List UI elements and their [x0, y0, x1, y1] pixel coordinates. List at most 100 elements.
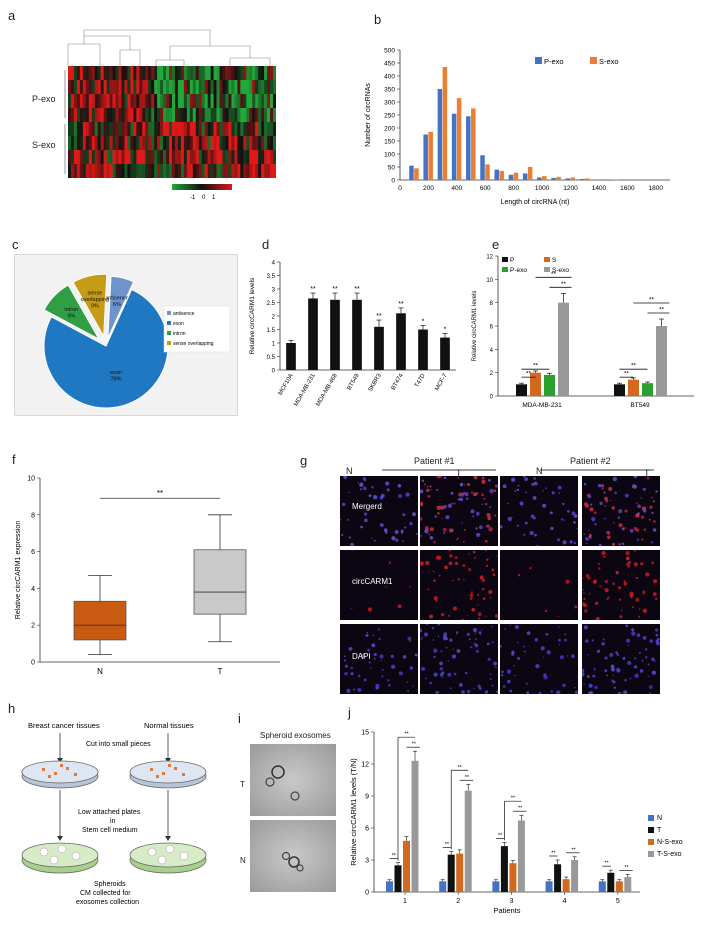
chart-j-sig-0-0: ** — [392, 853, 397, 859]
chart-d-ytick-8: 4 — [272, 261, 276, 267]
chart-e-ytick-4: 8 — [490, 301, 494, 307]
chart-j-bar-T-4 — [607, 872, 615, 892]
patient-2-label: Patient #2 — [570, 456, 611, 466]
chart-b-ytick-9: 450 — [384, 61, 395, 68]
chart-f-xtick-1: T — [218, 667, 223, 676]
chart-j-xtick-3: 4 — [563, 898, 567, 905]
chart-b-bar-P-exo-9 — [537, 177, 542, 180]
chart-d-sig-2: ** — [332, 286, 338, 293]
chart-b-ytick-5: 250 — [384, 113, 395, 120]
chart-d-ytick-1: 0.5 — [267, 355, 276, 361]
col-label-t2: T — [644, 468, 650, 478]
chart-b-xtick-8: 1600 — [620, 185, 635, 192]
pie-label-0-0: antisence — [105, 296, 129, 302]
chart-j-ytick-1: 3 — [365, 858, 369, 865]
chart-e-legend-0: P — [510, 257, 514, 264]
chart-j-ytick-0: 0 — [365, 890, 369, 897]
chart-e-xtick-1: BT549 — [630, 402, 650, 409]
panel-label-c: c — [12, 237, 19, 252]
chart-d-sig-6: * — [422, 318, 425, 325]
em-image-t — [250, 744, 336, 816]
chart-b-bar-P-exo-2 — [437, 89, 443, 180]
chart-e-legend-swatch-0 — [502, 257, 508, 262]
chart-j-bar-T-0 — [394, 865, 402, 892]
pie-slice-antisence — [107, 275, 135, 339]
chart-b-bar-P-exo-12 — [579, 178, 585, 180]
chart-e-xtick-0: MDA-MB-231 — [522, 402, 562, 409]
micrograph-r0-c2 — [500, 476, 578, 546]
chart-j-sig-3-1: ** — [571, 847, 576, 853]
chart-b-bar-S-exo-10 — [556, 176, 561, 180]
chart-j-bar-T-S-exo-1 — [464, 790, 472, 892]
chart-e-sig-0-0: ** — [526, 371, 532, 378]
chart-e-ytick-1: 2 — [490, 371, 494, 377]
schematic-right-title: Normal tissues — [144, 721, 194, 730]
chart-d-ytick-0: 0 — [272, 369, 276, 375]
pie-legend: antisence exon intron sense overlapping — [163, 305, 231, 353]
chart-f: 0 2 4 6 8 10 N T ** Relative circCARM1 expression — [15, 476, 280, 676]
micrograph-r0-c0 — [340, 476, 418, 546]
chart-f-xtick-0: N — [97, 667, 103, 676]
micro-row-label-0: Mergerd — [352, 502, 382, 511]
em-image-n — [250, 820, 336, 892]
chart-b-ytick-1: 50 — [388, 165, 396, 172]
chart-b-bar-S-exo-1 — [428, 131, 433, 180]
chart-e-bar-P-0 — [516, 384, 527, 396]
chart-b-bar-P-exo-0 — [409, 165, 414, 180]
patient-underlines — [382, 469, 654, 471]
chart-j-bar-N-S-exo-2 — [509, 863, 517, 892]
chart-f-ylabel: Relative circCARM1 expression — [15, 521, 22, 620]
pie-legend-1: exon — [173, 321, 184, 327]
patient-1-label: Patient #1 — [414, 456, 455, 466]
chart-b-bar-S-exo-9 — [542, 176, 547, 180]
chart-j-sig-2-0: ** — [498, 833, 503, 839]
chart-b-ytick-2: 100 — [384, 152, 395, 159]
chart-j-bar-T-S-exo-4 — [624, 877, 632, 892]
chart-b-bar-S-exo-6 — [499, 170, 504, 180]
chart-e-ytick-2: 4 — [490, 348, 494, 354]
chart-j-xtick-0: 1 — [403, 898, 407, 905]
chart-j-sig-1-1: ** — [465, 775, 470, 781]
chart-j-bar-T-1 — [447, 854, 455, 892]
chart-b-ytick-0: 0 — [391, 178, 395, 185]
chart-b: 0 50 100 150 200 250 300 350 400 450 500 0 200 400 600… — [365, 48, 670, 206]
schematic-step3-b: CM collected for — [80, 890, 131, 897]
dish-left-top — [21, 760, 99, 789]
chart-b-bar-P-exo-4 — [466, 116, 471, 180]
chart-b-bar-S-exo-12 — [584, 178, 590, 180]
chart-d-bar-2 — [330, 299, 340, 370]
panel-label-b: b — [374, 12, 382, 27]
chart-e-bar-P-exo-0 — [544, 375, 555, 396]
pie-legend-swatch-3 — [167, 341, 171, 345]
chart-b-bar-P-exo-8 — [522, 173, 528, 180]
chart-e-bar-P-exo-1 — [642, 383, 653, 396]
chart-b-bar-P-exo-11 — [565, 178, 571, 180]
schematic-step3-a: Spheroids — [94, 881, 126, 888]
micrograph-r1-c1 — [420, 550, 498, 620]
colorbar-tick-mid: 0 — [202, 195, 206, 201]
chart-d-xtick-5: BT474 — [391, 372, 405, 391]
pie-legend-swatch-1 — [167, 321, 171, 325]
chart-e-legend-swatch-2 — [502, 267, 508, 272]
pie-legend-0: antisence — [173, 311, 195, 317]
chart-j-bar-N-S-exo-0 — [403, 840, 410, 892]
schematic-step2-a: Low attached plates — [78, 809, 141, 816]
chart-b-xtick-6: 1200 — [563, 185, 578, 192]
chart-e-legend-1: S — [552, 257, 557, 264]
schematic-step3-c: exosomes collection — [76, 899, 139, 906]
chart-j-bar-T-S-exo-0 — [411, 760, 419, 892]
pie-legend-2: intron — [173, 331, 186, 337]
chart-d-ylabel: Relative circCARM1 levels — [249, 277, 256, 354]
dish-right-top — [129, 760, 207, 789]
chart-d-bar-1 — [308, 298, 318, 370]
chart-b-bar-S-exo-14 — [613, 179, 618, 180]
micrograph-r1-c0 — [340, 550, 418, 620]
micro-row-label-1: circCARM1 — [352, 577, 393, 586]
em-label-n: N — [240, 856, 246, 865]
chart-b-ytick-6: 300 — [384, 100, 395, 107]
chart-j-sig-2-2: ** — [511, 796, 516, 802]
chart-d-ytick-5: 2.5 — [267, 301, 276, 307]
chart-b-ytick-8: 400 — [384, 74, 395, 81]
chart-f-ytick-4: 8 — [31, 512, 35, 519]
micrograph-r2-c2 — [500, 624, 578, 694]
